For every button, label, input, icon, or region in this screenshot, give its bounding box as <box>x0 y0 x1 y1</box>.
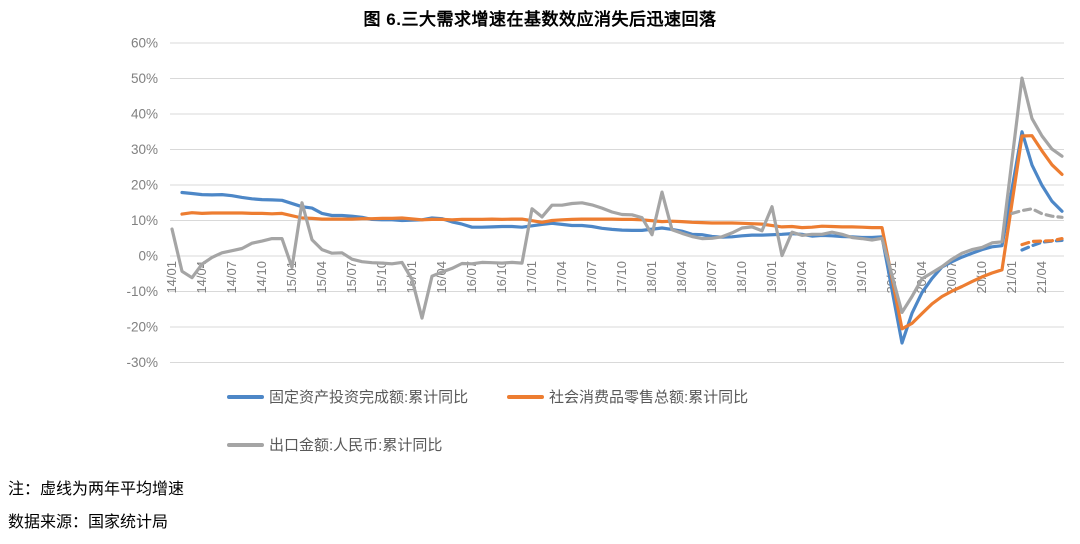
y-axis-label: 40% <box>131 107 158 122</box>
x-axis-label: 21/04 <box>1034 261 1049 294</box>
legend-label-retail: 社会消费品零售总额:累计同比 <box>549 389 749 406</box>
series-line-exports-rmb-cumulative-yoy <box>170 76 1064 320</box>
y-axis-label: 0% <box>138 249 158 264</box>
y-axis-label: 20% <box>131 178 158 193</box>
y-axis-label: 50% <box>131 71 158 86</box>
x-axis-label: 17/01 <box>524 261 539 294</box>
x-axis-label: 14/01 <box>164 261 179 294</box>
x-axis-label: 18/10 <box>734 261 749 294</box>
x-axis-label: 20/07 <box>944 261 959 294</box>
series-line-fai-cumulative-yoy <box>180 130 1064 345</box>
y-axis-label: -10% <box>126 284 158 299</box>
x-axis-label: 19/04 <box>794 261 809 294</box>
y-axis-label: 30% <box>131 142 158 157</box>
x-axis-label: 16/07 <box>464 261 479 294</box>
x-axis-label: 19/01 <box>764 261 779 294</box>
chart-title: 图 6.三大需求增速在基数效应消失后迅速回落 <box>363 10 717 29</box>
x-axis-label: 18/01 <box>644 261 659 294</box>
y-axis-label: -30% <box>126 355 158 370</box>
series-line-retail-two-year-average <box>1020 237 1064 247</box>
x-axis-label: 17/10 <box>614 261 629 294</box>
legend-item-exports: 出口金额:人民币:累计同比 <box>227 434 442 455</box>
legend-label-fai: 固定资产投资完成额:累计同比 <box>269 389 469 406</box>
series-line-fai-two-year-average <box>1020 238 1064 252</box>
legend-item-fai: 固定资产投资完成额:累计同比 <box>227 386 468 407</box>
x-axis-label: 15/01 <box>284 261 299 294</box>
x-axis-label: 15/10 <box>374 261 389 294</box>
x-axis-label: 19/10 <box>854 261 869 294</box>
x-axis-label: 15/04 <box>314 261 329 294</box>
y-axis-label: 10% <box>131 213 158 228</box>
note-data-source: 数据来源：国家统计局 <box>8 514 169 531</box>
x-axis-label: 17/04 <box>554 261 569 294</box>
note-dashed-line: 注：虚线为两年平均增速 <box>8 481 185 498</box>
legend-swatch-exports <box>227 442 264 447</box>
legend-label-exports: 出口金额:人民币:累计同比 <box>269 437 443 454</box>
x-axis-label: 16/04 <box>434 261 449 294</box>
x-axis-label: 18/04 <box>674 261 689 294</box>
x-axis-label: 18/07 <box>704 261 719 294</box>
x-axis-label: 17/07 <box>584 261 599 294</box>
x-axis-label: 19/07 <box>824 261 839 294</box>
series-line-exports-two-year-average <box>1010 207 1064 219</box>
x-axis-label: 15/07 <box>344 261 359 294</box>
x-axis-label: 16/10 <box>494 261 509 294</box>
x-axis-label: 21/01 <box>1004 261 1019 294</box>
legend-swatch-fai <box>227 394 264 399</box>
x-axis-label: 14/07 <box>224 261 239 294</box>
series-line-retail-cumulative-yoy <box>180 134 1064 331</box>
x-axis-label: 14/10 <box>254 261 269 294</box>
legend-item-retail: 社会消费品零售总额:累计同比 <box>507 386 748 407</box>
legend-swatch-retail <box>507 394 544 399</box>
y-axis-label: -20% <box>126 320 158 335</box>
chart-canvas: 60% 50% 40% 30% 20% 10% 0% -10% -20% -30% 14/01 14/… <box>126 36 1064 370</box>
y-axis-label: 60% <box>131 36 158 51</box>
